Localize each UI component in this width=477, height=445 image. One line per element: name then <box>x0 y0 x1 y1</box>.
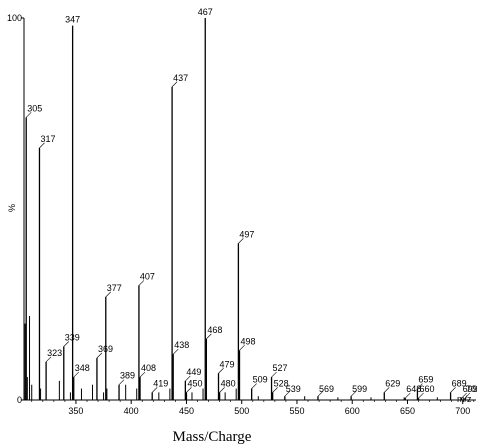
peak-label: 648 <box>406 384 421 394</box>
peak-label: 468 <box>207 325 222 335</box>
peak-label: 438 <box>174 340 189 350</box>
peak-label-leader <box>206 333 212 340</box>
x-unit-label: m/z <box>457 394 472 404</box>
peak-label: 408 <box>141 363 156 373</box>
peak-label-leader <box>418 392 424 399</box>
peak-label: 689 <box>452 378 467 388</box>
peak-label: 323 <box>47 348 62 358</box>
peak-label-leader <box>105 291 111 298</box>
peak-label: 509 <box>253 375 268 385</box>
x-ticks-layer: 350 400 450 500 550 600 650 700 <box>31 400 475 416</box>
x-tick-label: 650 <box>400 406 415 416</box>
peak-label: 419 <box>153 378 168 388</box>
peak-label: 339 <box>65 333 80 343</box>
peak-label-leader <box>186 387 192 393</box>
peak-label: 569 <box>319 384 334 394</box>
peak-label-leader <box>461 392 467 399</box>
y-tick-label: 100 <box>7 13 22 23</box>
peak-label-leader <box>405 392 411 399</box>
peak-label-leader <box>239 345 245 351</box>
peak-label-leader <box>171 81 178 87</box>
peak-label-leader <box>238 238 244 244</box>
peak-label: 497 <box>239 229 254 239</box>
peak-label-leader <box>185 375 191 382</box>
peak-label: 449 <box>186 367 201 377</box>
minor-peaks-layer <box>24 315 438 400</box>
peak-label: 527 <box>273 363 288 373</box>
x-axis-title: Mass/Charge <box>173 429 252 445</box>
peak-label-leader <box>151 387 158 393</box>
peak-label: 407 <box>140 271 155 281</box>
peak-label-leader <box>219 387 225 393</box>
peak-label-leader <box>450 387 456 393</box>
peak-label-leader <box>25 112 32 118</box>
peak-label: 498 <box>241 336 256 346</box>
peak-label: 348 <box>75 363 90 373</box>
peak-label: 528 <box>274 378 289 388</box>
peak-label-leader <box>63 341 69 347</box>
peak-label-leader <box>417 383 423 389</box>
peak-label: 347 <box>65 15 80 25</box>
peak-label-leader <box>73 371 79 378</box>
x-tick-label: 500 <box>234 406 249 416</box>
peak-label-leader <box>272 387 278 393</box>
peak-label: 629 <box>385 378 400 388</box>
x-tick-label: 700 <box>455 406 470 416</box>
peak-label: 539 <box>286 384 301 394</box>
peak-label-leader <box>96 352 103 359</box>
peak-label: 480 <box>221 378 236 388</box>
peak-label-leader <box>350 390 357 397</box>
peak-label-leader <box>317 390 324 397</box>
peak-label: 599 <box>352 384 367 394</box>
peak-label: 377 <box>107 283 122 293</box>
peak-label-leader <box>172 348 179 355</box>
x-tick-label: 600 <box>345 406 360 416</box>
peak-label: 699 <box>463 384 477 394</box>
peak-label: 659 <box>418 375 433 385</box>
peak-label: 305 <box>27 103 42 113</box>
peak-label: 479 <box>220 359 235 369</box>
peak-label-leader <box>271 371 277 378</box>
peak-label: 317 <box>40 134 55 144</box>
peak-label: 702 <box>466 384 477 394</box>
y-ticks-layer: 0 100 <box>7 13 24 405</box>
x-tick-label: 550 <box>289 406 304 416</box>
peak-label-leader <box>138 280 145 286</box>
peak-label-leader <box>218 368 224 374</box>
peak-label-leader <box>384 387 390 393</box>
x-tick-label: 350 <box>68 406 83 416</box>
peak-label: 369 <box>98 344 113 354</box>
y-axis-label: % <box>7 204 17 212</box>
peak-label-leader <box>464 392 471 399</box>
peak-label-leader <box>45 356 52 363</box>
peak-label-leader <box>39 142 45 149</box>
peak-label: 467 <box>198 7 213 17</box>
y-tick-label: 0 <box>17 395 22 405</box>
peak-label: 450 <box>187 378 202 388</box>
x-tick-label: 450 <box>179 406 194 416</box>
peak-label: 437 <box>173 73 188 83</box>
peaks-layer <box>25 18 466 400</box>
peak-label-leader <box>139 371 146 378</box>
peak-label: 389 <box>120 371 135 381</box>
x-tick-label: 400 <box>124 406 139 416</box>
peak-label: 660 <box>420 384 435 394</box>
peak-label-leader <box>251 383 257 389</box>
peak-label-leader <box>284 390 291 397</box>
peak-label-leader <box>118 379 125 385</box>
